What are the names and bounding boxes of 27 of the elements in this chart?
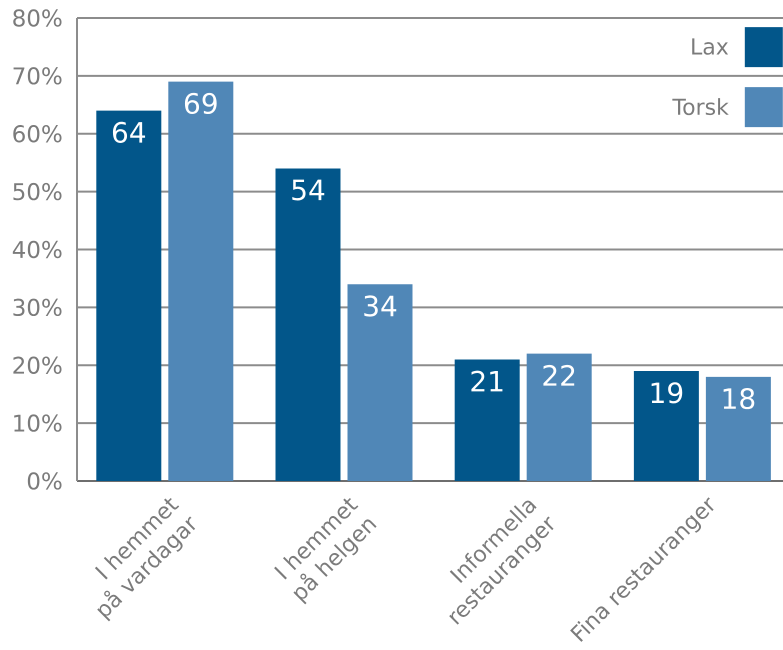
bar [634,371,699,481]
data-label: 19 [652,382,682,404]
bar [526,354,592,481]
y-tick-label: 0% [28,472,62,490]
y-tick-label: 40% [12,240,62,258]
bar [96,110,162,481]
bar [706,376,771,481]
y-tick-label: 70% [14,67,62,85]
data-label: 64 [112,122,146,143]
y-tick-label: 50% [13,182,62,200]
y-tick-label: 30% [13,298,62,316]
bar [348,284,412,481]
data-label: 54 [292,180,324,200]
legend-label: Lax [692,38,728,55]
bar [276,168,340,481]
y-tick-label: 10% [14,414,62,432]
data-label: 21 [471,370,502,392]
data-label: 69 [184,92,217,114]
bar [454,359,520,481]
data-label: 18 [724,388,754,410]
data-label: 34 [364,295,396,317]
y-tick-label: 80% [13,9,62,27]
y-tick-label: 60% [13,125,62,142]
y-tick-label: 20% [13,356,62,374]
legend-label: Torsk [672,98,729,116]
data-label: 22 [543,364,574,386]
bar [168,82,234,481]
